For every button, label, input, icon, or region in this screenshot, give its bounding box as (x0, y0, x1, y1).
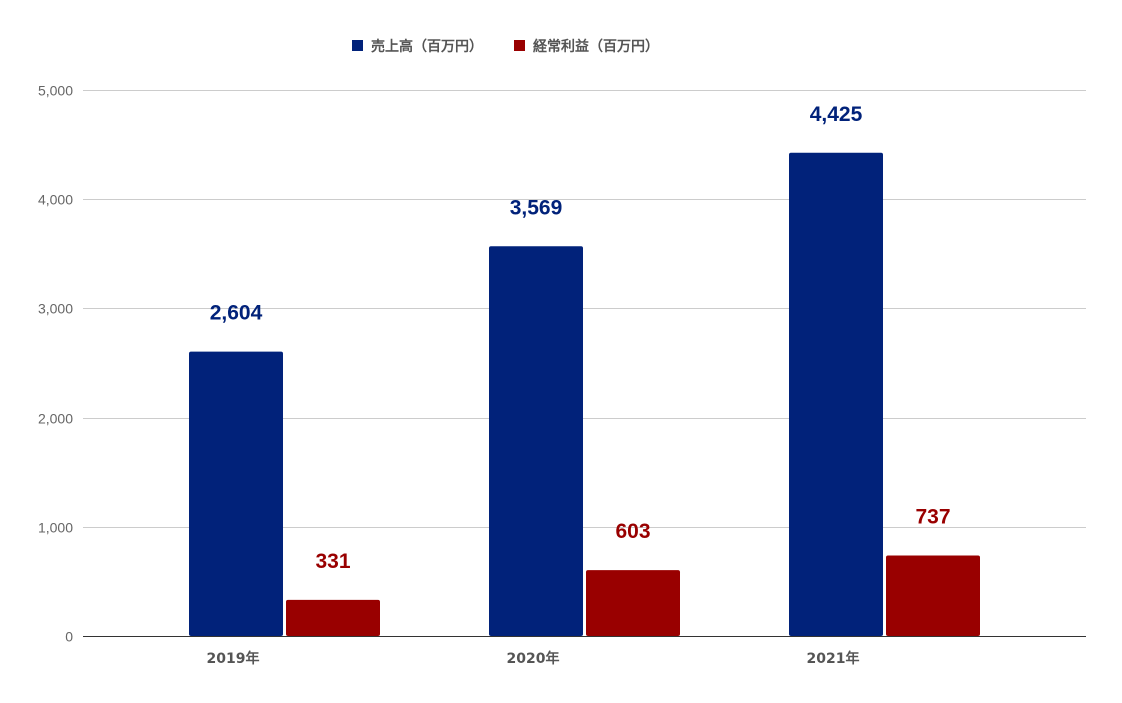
data-label-ordinary-profit: 331 (315, 550, 350, 573)
x-tick-label: 2019年 (207, 650, 260, 667)
x-axis-ticks: 2019年 2020年 2021年 (207, 650, 860, 667)
y-tick-label: 0 (65, 629, 73, 645)
data-label-sales: 4,425 (810, 103, 863, 126)
data-labels: 2,604 331 3,569 603 4,425 737 (210, 103, 951, 573)
y-tick-label: 1,000 (38, 520, 73, 536)
bar-ordinary-profit (586, 570, 680, 636)
legend-swatch-ordinary-profit (514, 40, 525, 51)
bar-ordinary-profit (286, 599, 380, 636)
y-tick-label: 3,000 (38, 301, 73, 317)
y-tick-label: 5,000 (38, 83, 73, 99)
x-tick-label: 2021年 (807, 650, 860, 667)
data-label-sales: 2,604 (210, 302, 263, 325)
bar-ordinary-profit (886, 555, 980, 636)
y-tick-label: 2,000 (38, 411, 73, 427)
legend: 売上高（百万円） 経常利益（百万円） (352, 38, 659, 55)
legend-swatch-sales (352, 40, 363, 51)
data-label-ordinary-profit: 737 (915, 506, 950, 529)
y-tick-label: 4,000 (38, 192, 73, 208)
data-label-ordinary-profit: 603 (615, 520, 650, 543)
x-tick-label: 2020年 (507, 650, 560, 667)
bars (189, 152, 980, 637)
legend-label-ordinary-profit: 経常利益（百万円） (533, 38, 659, 55)
bar-sales (789, 152, 883, 637)
y-axis-ticks: 0 1,000 2,000 3,000 4,000 5,000 (38, 83, 73, 645)
legend-label-sales: 売上高（百万円） (371, 38, 483, 55)
bar-sales (189, 351, 283, 636)
data-label-sales: 3,569 (510, 196, 563, 219)
bar-sales (489, 246, 583, 636)
